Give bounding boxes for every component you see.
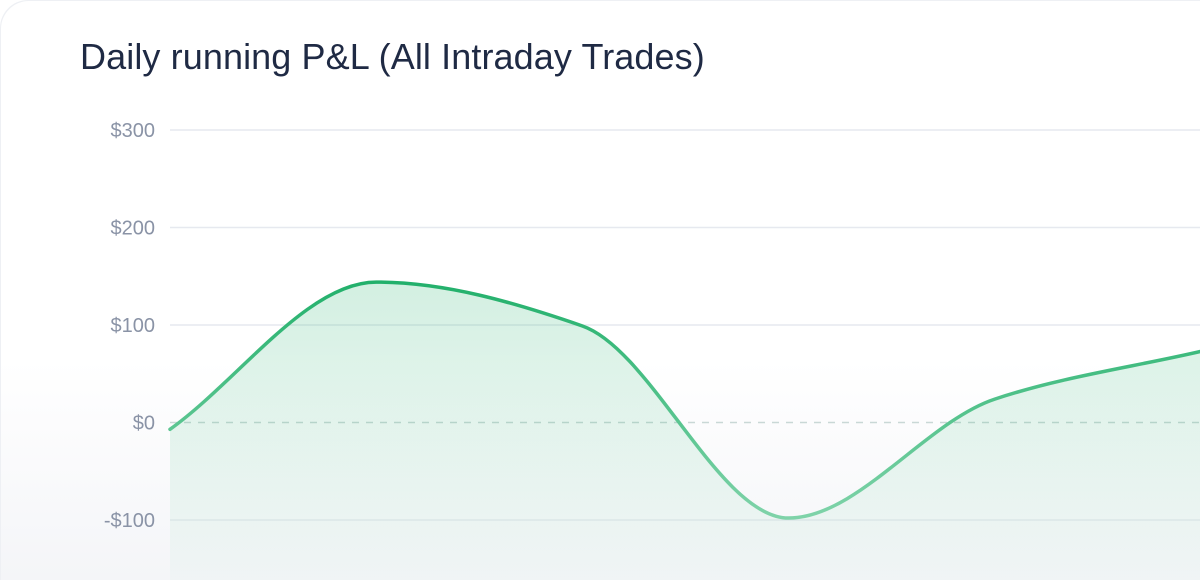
pnl-point-1[interactable] bbox=[370, 276, 382, 288]
y-tick-label: $0 bbox=[133, 413, 155, 435]
pnl-line bbox=[168, 280, 1200, 520]
y-tick-label: -$100 bbox=[104, 510, 155, 532]
pnl-point-0[interactable] bbox=[164, 423, 176, 435]
chart-title: Daily running P&L (All Intraday Trades) bbox=[80, 36, 705, 77]
y-tick-label: $300 bbox=[111, 120, 156, 142]
pnl-point-2[interactable] bbox=[576, 320, 588, 332]
y-axis-ticks: $300 $200 $100 $0 -$100 bbox=[104, 120, 155, 532]
pnl-point-4[interactable] bbox=[989, 393, 1001, 405]
y-tick-label: $100 bbox=[111, 315, 156, 337]
y-tick-label: $200 bbox=[111, 218, 156, 240]
pnl-point-3[interactable] bbox=[783, 512, 795, 524]
series-layer bbox=[164, 276, 1200, 580]
